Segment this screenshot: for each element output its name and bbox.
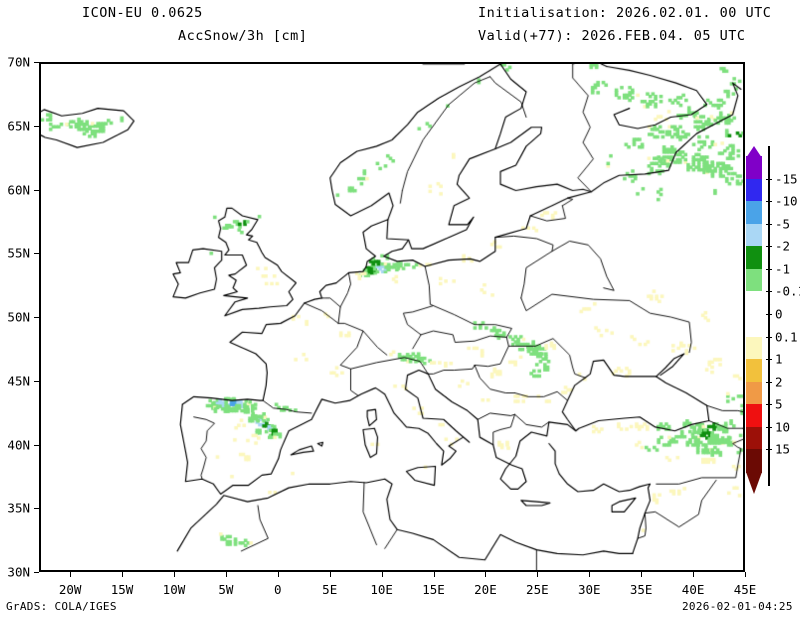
x-axis-tick [485,572,487,577]
x-axis-tick [329,572,331,577]
colorbar-tick [766,404,772,406]
colorbar-tick [766,201,772,203]
x-axis-tick [433,572,435,577]
y-axis-tick [34,444,39,446]
colorbar-axis-line [768,146,770,486]
colorbar-extend-top [746,146,762,158]
colorbar-tick [766,426,772,428]
grads-credit: GrADS: COLA/IGES [6,600,117,613]
colorbar-tick-label: 15 [775,441,791,457]
y-axis-tick [34,317,39,318]
x-axis-label: 20E [474,582,497,597]
y-axis-label: 35N [7,500,30,516]
colorbar-tick [766,314,772,315]
y-axis-label: 40N [7,437,30,452]
x-axis-label: 25E [526,582,549,597]
colorbar-band [746,426,762,450]
colorbar-band [746,314,762,338]
colorbar-tick-label: -5 [775,216,791,232]
initialisation-time: Initialisation: 2026.02.01. 00 UTC [478,5,772,21]
colorbar-band [746,201,762,225]
colorbar-band [746,223,762,247]
colorbar-extend-bottom [746,472,762,494]
colorbar [746,146,762,494]
colorbar-tick-label: 1 [775,351,783,367]
x-axis-tick [381,572,383,577]
colorbar-band [746,404,762,428]
colorbar-band [746,291,762,315]
colorbar-tick [766,359,772,361]
colorbar-tick-label: 10 [775,419,791,435]
colorbar-tick [766,291,772,293]
y-axis-tick [34,572,39,573]
map-plot-area [39,62,745,572]
y-axis-tick [34,125,39,127]
x-axis-label: 5E [322,582,338,597]
x-axis-tick [122,572,124,577]
y-axis-label: 65N [7,118,30,134]
x-axis-label: 5W [218,582,234,597]
x-axis-tick [277,572,279,577]
colorbar-tick-label: 2 [775,374,783,390]
colorbar-tick-label: -0.1 [775,283,800,299]
colorbar-tick [766,178,772,180]
colorbar-tick-label: 5 [775,396,783,412]
model-title: ICON-EU 0.0625 [82,5,203,21]
x-axis-label: 15W [110,582,134,597]
colorbar-tick [766,336,772,338]
y-axis-tick [34,62,39,63]
x-axis-tick [173,572,175,577]
colorbar-tick-label: 0.1 [775,329,798,345]
x-axis-tick [589,572,591,577]
x-axis-label: 10W [162,582,186,597]
x-axis-tick [693,572,695,577]
colorbar-tick [766,268,772,270]
x-axis-tick [641,572,643,577]
colorbar-band [746,336,762,360]
colorbar-band [746,246,762,270]
snow-accumulation-heatmap [41,64,743,570]
y-axis-tick [34,253,39,255]
x-axis-tick [537,572,539,577]
render-timestamp: 2026-02-01-04:25 [682,600,793,613]
colorbar-tick [766,223,772,225]
y-axis-label: 60N [7,182,30,197]
colorbar-tick [766,246,772,248]
valid-time: Valid(+77): 2026.FEB.04. 05 UTC [478,28,746,44]
y-axis-tick [34,189,39,191]
x-axis-label: 0 [274,582,282,597]
colorbar-tick-label: -2 [775,238,791,254]
x-axis-tick [225,572,227,577]
y-axis-label: 45N [7,373,30,389]
x-axis-label: 40E [681,582,705,597]
colorbar-band [746,359,762,383]
colorbar-tick-label: -1 [775,261,791,277]
y-axis-label: 55N [7,245,30,261]
y-axis-label: 50N [7,309,30,325]
colorbar-band [746,449,762,473]
colorbar-tick-label: -15 [775,171,798,187]
x-axis-label: 45E [733,582,757,597]
x-axis-label: 20W [58,582,82,597]
colorbar-tick [766,449,772,451]
x-axis-tick [70,572,72,577]
x-axis-tick [745,572,746,577]
colorbar-band [746,178,762,202]
y-axis-label: 70N [7,54,30,70]
x-axis-label: 15E [422,582,445,597]
x-axis-label: 35E [629,582,653,597]
colorbar-tick [766,381,772,383]
colorbar-tick-label: -10 [775,193,798,209]
colorbar-band [746,156,762,180]
y-axis-tick [34,508,39,510]
variable-subtitle: AccSnow/3h [cm] [178,28,308,44]
colorbar-tick-label: 0 [775,306,783,322]
x-axis-label: 30E [577,582,601,597]
y-axis-tick [34,380,39,382]
y-axis-label: 30N [7,564,30,580]
colorbar-band [746,381,762,405]
x-axis-label: 10E [370,582,393,597]
colorbar-band [746,268,762,292]
